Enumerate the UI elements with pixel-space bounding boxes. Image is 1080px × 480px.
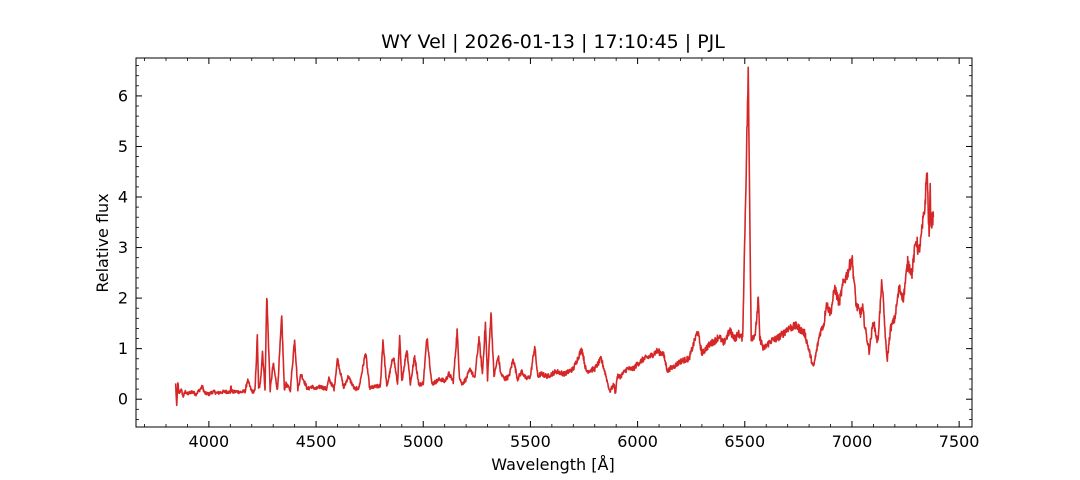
y-axis-label: Relative flux xyxy=(93,193,112,292)
y-tick-label: 0 xyxy=(118,390,128,409)
y-tick-label: 5 xyxy=(118,137,128,156)
x-tick-label: 7500 xyxy=(939,432,980,451)
x-tick-label: 6500 xyxy=(724,432,765,451)
plot-area xyxy=(174,66,935,407)
chart-title: WY Vel | 2026-01-13 | 17:10:45 | PJL xyxy=(381,31,725,53)
axes-frame xyxy=(135,57,973,428)
x-axis-label: Wavelength [Å] xyxy=(491,455,614,474)
axes: 4000 4500 5000 5500 6000 6500 7000 7500 0 1 2 3 4 5 6 xyxy=(118,57,980,451)
x-tick-label: 5500 xyxy=(510,432,551,451)
y-tick-label: 1 xyxy=(118,339,128,358)
x-tick-label: 5000 xyxy=(403,432,444,451)
y-tick-label: 6 xyxy=(118,86,128,105)
y-tick-label: 4 xyxy=(118,188,128,207)
spectrum-series-line xyxy=(174,66,935,407)
x-tick-label: 6000 xyxy=(617,432,658,451)
y-tick-label: 2 xyxy=(118,289,128,308)
y-tick-label: 3 xyxy=(118,238,128,257)
x-tick-label: 7000 xyxy=(832,432,873,451)
x-tick-label: 4500 xyxy=(296,432,337,451)
x-tick-label: 4000 xyxy=(189,432,230,451)
